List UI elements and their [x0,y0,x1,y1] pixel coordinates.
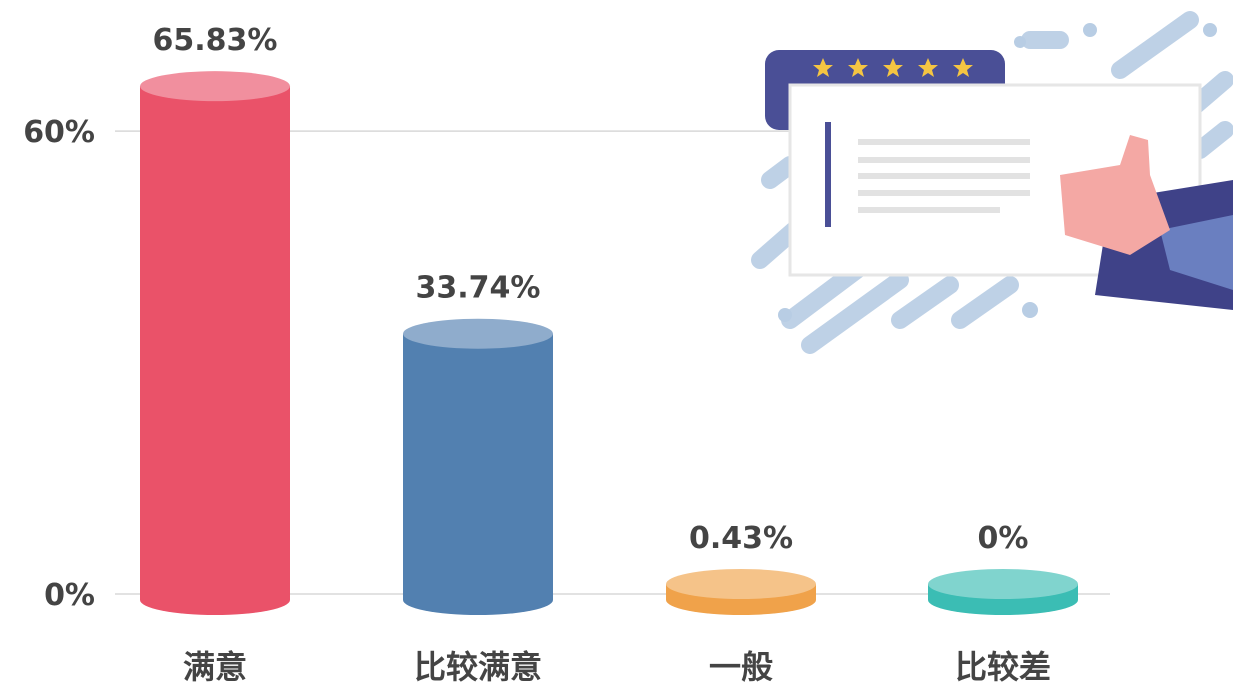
bar-top [140,71,290,101]
x-tick-label: 比较满意 [414,648,542,686]
y-tick-label: 0% [44,578,95,613]
illustration [760,20,1233,345]
bar-top [666,569,816,599]
bar [140,86,290,600]
x-tick-label: 满意 [183,648,247,686]
value-label: 0% [978,521,1029,556]
chart: 0% 60% 65.83% 满意 33.74% 比较满意 0.43% 一般 0% 比较差 [0,0,1233,688]
bar-top [403,319,553,349]
value-label: 33.74% [416,271,541,306]
value-label: 0.43% [689,521,793,556]
x-tick-label: 比较差 [955,648,1051,686]
bar-top [928,569,1078,599]
bar [403,334,553,600]
value-label: 65.83% [153,23,278,58]
y-tick-label: 60% [23,115,95,150]
x-tick-label: 一般 [709,648,773,686]
